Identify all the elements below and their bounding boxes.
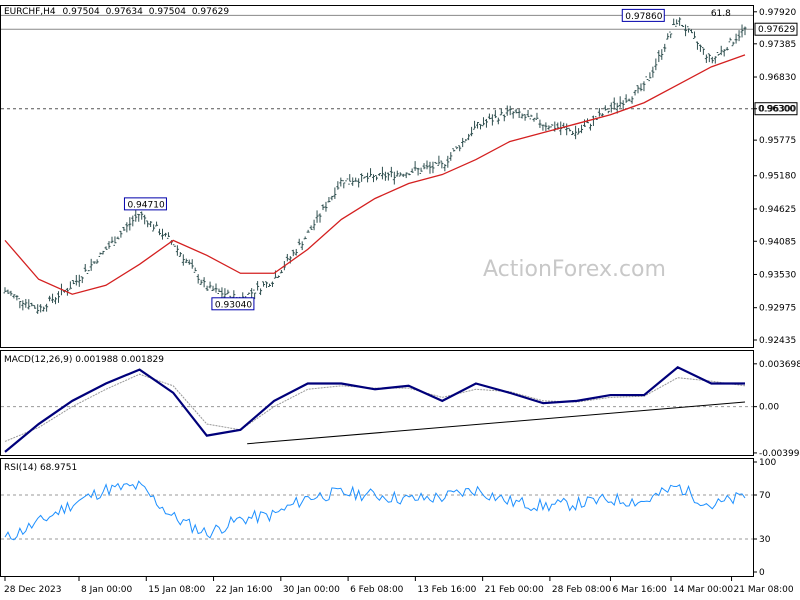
macd-trendline xyxy=(247,401,746,445)
level-label: 0.96300 xyxy=(758,105,795,115)
price-tick-label: 0.92975 xyxy=(759,304,796,314)
macd-main-line xyxy=(4,365,745,453)
rsi-tick-label: 70 xyxy=(759,491,771,501)
time-tick-label: 15 Jan 08:00 xyxy=(148,585,205,595)
annotation-label: 0.93040 xyxy=(215,300,252,310)
rsi-pane-frame xyxy=(0,458,754,577)
ma-line xyxy=(4,54,746,295)
macd-title: MACD(12,26,9) 0.001988 0.001829 xyxy=(4,355,164,365)
price-tick-label: 0.97385 xyxy=(759,40,796,50)
macd-axis: 0.003698 0.00 -0.003994 xyxy=(753,360,800,459)
rsi-axis: 100 70 30 0 xyxy=(753,458,776,578)
macd-signal-line xyxy=(4,373,746,442)
close-price: 0.97629 xyxy=(192,7,229,17)
price-tick-label: 0.94085 xyxy=(759,237,796,247)
time-tick-label: 21 Feb 00:00 xyxy=(485,585,544,595)
rsi-tick-label: 30 xyxy=(759,535,771,545)
time-tick-label: 14 Mar 00:00 xyxy=(673,585,733,595)
rsi-lines xyxy=(1,480,753,541)
price-tick-label: 0.94625 xyxy=(759,205,796,215)
time-axis: 28 Dec 2023 8 Jan 00:00 15 Jan 08:00 22 Jan… xyxy=(4,577,794,595)
low-price: 0.97504 xyxy=(149,7,186,17)
price-header: EURCHF,H4 0.97504 0.97634 0.97504 0.9762… xyxy=(4,7,229,17)
price-tick-label: 0.97920 xyxy=(759,8,796,18)
open-price: 0.97504 xyxy=(63,7,100,17)
price-pane-frame xyxy=(0,5,754,348)
macd-tick-label: 0.00 xyxy=(759,403,779,413)
price-tick-label: 0.96830 xyxy=(759,73,796,83)
rsi-title: RSI(14) 68.9751 xyxy=(4,463,77,473)
time-tick-label: 22 Jan 16:00 xyxy=(216,585,273,595)
price-grid-lines: 0.96300 0.97629 xyxy=(1,14,798,116)
annotation-label: 0.97860 xyxy=(625,12,662,22)
time-tick-label: 28 Dec 2023 xyxy=(4,585,62,595)
time-tick-label: 30 Jan 00:00 xyxy=(283,585,340,595)
time-tick-label: 6 Mar 16:00 xyxy=(612,585,667,595)
macd-pane-frame xyxy=(0,350,754,456)
annotation-box xyxy=(621,8,665,22)
time-tick-label: 28 Feb 08:00 xyxy=(552,585,611,595)
price-tick-label: 0.95180 xyxy=(759,172,796,182)
symbol-timeframe: EURCHF,H4 xyxy=(4,7,56,17)
watermark: ActionForex.com xyxy=(483,257,666,282)
time-tick-label: 21 Mar 08:00 xyxy=(734,585,794,595)
price-annotations: 0.94710 0.93040 0.97860 61.8 xyxy=(123,8,731,311)
time-tick-label: 8 Jan 00:00 xyxy=(81,585,133,595)
high-price: 0.97634 xyxy=(106,7,143,17)
time-tick-label: 6 Feb 08:00 xyxy=(350,585,404,595)
annotation-box xyxy=(211,297,255,311)
price-bars xyxy=(3,17,747,314)
macd-lines xyxy=(1,365,753,453)
price-axis: 0.97920 0.97385 0.96830 0.96300 0.95775 0.951… xyxy=(753,8,796,346)
rsi-tick-label: 0 xyxy=(759,568,765,578)
price-tick-label: 0.92435 xyxy=(759,336,796,346)
time-tick-label: 13 Feb 16:00 xyxy=(417,585,476,595)
current-price-box xyxy=(754,22,798,36)
macd-tick-label: -0.003994 xyxy=(759,449,800,459)
annotation-label: 0.94710 xyxy=(127,200,164,210)
fib-label: 61.8 xyxy=(711,9,731,19)
rsi-tick-label: 100 xyxy=(759,458,776,468)
price-tick-label: 0.96300 xyxy=(759,105,796,115)
rsi-line xyxy=(4,480,746,541)
price-tick-label: 0.95775 xyxy=(759,136,796,146)
annotation-box xyxy=(123,197,167,211)
price-tick-label: 0.93530 xyxy=(759,270,796,280)
macd-tick-label: 0.003698 xyxy=(759,360,800,370)
moving-average xyxy=(4,54,746,295)
current-price-label: 0.97629 xyxy=(758,25,795,35)
